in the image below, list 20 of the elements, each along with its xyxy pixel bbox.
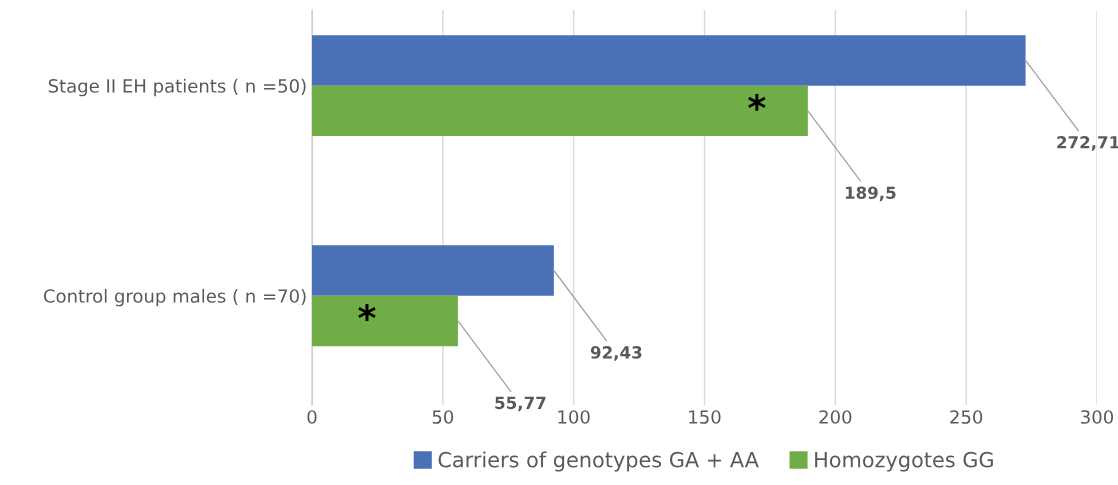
bar	[312, 295, 458, 347]
x-tick-label: 0	[307, 410, 317, 424]
annotation: *	[748, 94, 766, 111]
data-label: 55,77	[495, 396, 546, 412]
legend-label: Carriers of genotypes GA + AA	[438, 451, 759, 472]
data-label: 189,5	[845, 186, 896, 202]
legend-label: Homozygotes GG	[815, 451, 993, 472]
bar	[312, 85, 808, 137]
x-tick-label: 300	[1081, 410, 1114, 424]
x-tick-label: 250	[950, 410, 983, 424]
bar	[312, 35, 1026, 86]
x-tick-label: 150	[689, 410, 721, 424]
annotation: *	[358, 304, 376, 321]
y-tick-label: Stage II EH patients ( n =50)	[48, 78, 306, 97]
data-label: 92,43	[590, 346, 642, 361]
x-tick-label: 100	[558, 410, 590, 424]
y-tick-label: Control group males ( n =70)	[43, 288, 306, 307]
x-tick-label: 200	[819, 410, 852, 424]
x-tick-label: 50	[432, 410, 454, 424]
bar	[312, 245, 554, 296]
